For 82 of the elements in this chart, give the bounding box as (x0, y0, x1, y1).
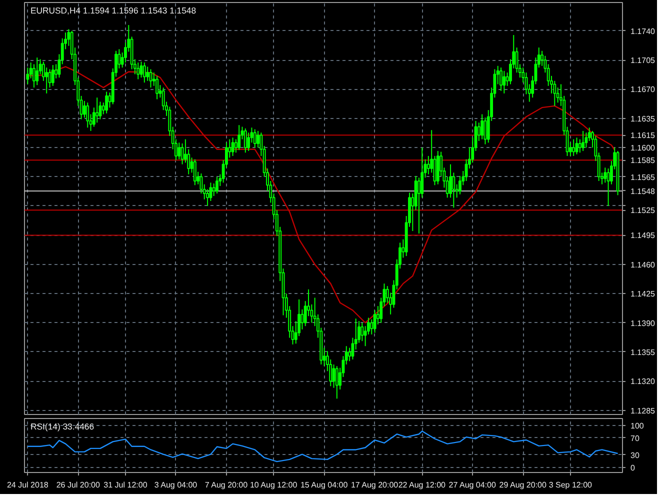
candlestick (348, 347, 352, 362)
x-tick-label: 31 Jul 12:00 (104, 480, 148, 490)
x-tick-label: 29 Aug 20:00 (499, 480, 548, 490)
candlestick (578, 138, 582, 154)
x-tick-label: 17 Aug 20:00 (350, 480, 399, 490)
candlestick (253, 128, 256, 148)
candlestick (238, 124, 241, 151)
line-series (27, 430, 618, 462)
candlestick (96, 97, 99, 124)
candlestick (484, 117, 487, 145)
candlestick (256, 130, 260, 148)
candlestick (480, 114, 484, 140)
candlestick (335, 366, 338, 400)
y-tick-label: 70 (630, 434, 640, 443)
y-tick-label: 1.1635 (630, 114, 656, 124)
y-tick-label: 1.1425 (630, 290, 656, 299)
candlestick (146, 66, 150, 82)
y-tick-label: 30 (630, 450, 640, 460)
candlestick (178, 142, 181, 160)
y-tick-label: 1.1390 (630, 318, 656, 328)
x-tick-label: 26 Jul 20:00 (56, 480, 100, 490)
chart-title: RSI(14) 33.4466 (30, 422, 94, 432)
candlestick (156, 75, 159, 100)
candlestick (149, 68, 152, 88)
candlestick (452, 172, 456, 208)
candlestick (575, 137, 578, 155)
x-tick-label: 7 Aug 20:00 (204, 480, 248, 490)
y-tick-label: 1.1600 (630, 144, 656, 153)
y-tick-label: 1.1460 (630, 260, 656, 270)
candlestick (216, 176, 218, 194)
ref-line-label: 1.1585 (630, 156, 656, 166)
candlestick (54, 64, 58, 79)
candlestick (212, 182, 216, 196)
candlestick (572, 138, 576, 156)
y-tick-label: 1.1565 (630, 172, 656, 182)
chart-title: EURUSD,H4 1.1594 1.1596 1.1543 1.1548 (30, 6, 196, 16)
x-tick-label: 10 Aug 12:00 (250, 480, 298, 490)
candlestick (180, 142, 184, 165)
candlestick (376, 306, 380, 325)
ref-line-label: 1.1525 (630, 206, 656, 216)
y-tick-label: 1.1285 (630, 406, 656, 416)
candlestick (136, 62, 140, 80)
candlestick (234, 138, 238, 154)
y-tick-label: 1.1355 (630, 348, 656, 357)
candlestick (244, 128, 247, 154)
y-tick-label: 1.1705 (630, 56, 656, 66)
candlestick (45, 67, 48, 94)
candlestick (300, 308, 304, 330)
candlestick (373, 310, 376, 334)
ref-line-label: 1.1615 (630, 131, 656, 140)
ref-line-label: 1.1495 (630, 231, 656, 240)
candlestick (118, 48, 121, 69)
x-tick-label: 3 Sep 12:00 (548, 480, 593, 490)
x-tick-label: 27 Aug 04:00 (448, 480, 497, 490)
candlestick (582, 130, 585, 152)
x-tick-label: 15 Aug 04:00 (300, 480, 348, 490)
candlestick (606, 168, 610, 206)
candlestick (458, 175, 462, 195)
candlestick (231, 137, 234, 156)
candlestick (502, 70, 506, 94)
y-tick-label: 100 (630, 421, 644, 430)
candlestick (193, 158, 196, 186)
candlestick (360, 322, 364, 342)
y-tick-label: 1.1740 (630, 26, 656, 36)
candlestick (553, 80, 556, 106)
candlestick (86, 102, 90, 128)
candlestick (82, 100, 86, 118)
ref-line-label: 1.1548 (630, 186, 656, 196)
candlestick (105, 91, 108, 114)
y-tick-label: 1.1670 (630, 85, 656, 94)
y-tick-label: 0 (630, 463, 636, 472)
x-tick-label: 24 Jul 2018 (6, 480, 49, 490)
candlestick (36, 57, 39, 86)
candlestick (604, 167, 607, 184)
candlestick (142, 62, 146, 84)
x-tick-label: 22 Aug 12:00 (398, 480, 446, 490)
candlestick (206, 188, 210, 206)
x-tick-label: 3 Aug 04:00 (154, 480, 198, 490)
y-tick-label: 1.1320 (630, 377, 656, 386)
candlestick (426, 155, 430, 175)
candlestick (51, 64, 54, 86)
candlestick (500, 67, 502, 92)
